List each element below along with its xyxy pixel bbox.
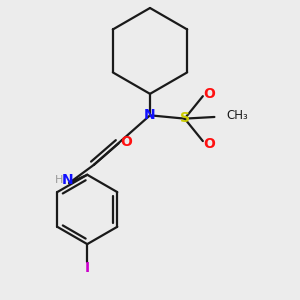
Text: H: H xyxy=(55,176,63,185)
Text: O: O xyxy=(203,86,215,100)
Text: CH₃: CH₃ xyxy=(226,109,248,122)
Text: N: N xyxy=(144,108,156,122)
Text: O: O xyxy=(203,137,215,151)
Text: I: I xyxy=(85,261,90,275)
Text: N: N xyxy=(61,173,73,187)
Text: S: S xyxy=(180,111,190,125)
Text: O: O xyxy=(120,135,132,149)
